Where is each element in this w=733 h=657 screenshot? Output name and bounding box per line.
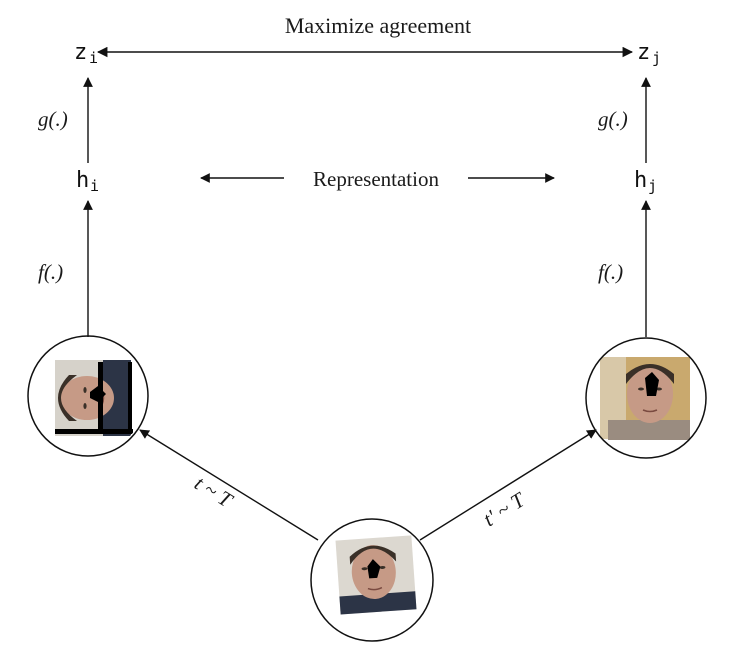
f-label-right: f(.) bbox=[598, 260, 623, 284]
image-circle-bottom bbox=[310, 518, 434, 642]
z-j-label: z j bbox=[637, 40, 661, 67]
svg-text:z: z bbox=[74, 40, 87, 65]
g-label-right: g(.) bbox=[598, 107, 628, 131]
svg-text:j: j bbox=[652, 49, 661, 67]
augmented-image-left bbox=[55, 360, 133, 436]
svg-text:j: j bbox=[648, 177, 657, 195]
augmentation-arrow-right bbox=[419, 429, 597, 541]
h-j-label: h j bbox=[634, 168, 657, 195]
representation-label: Representation bbox=[313, 167, 439, 191]
svg-text:h: h bbox=[76, 168, 89, 193]
maximize-agreement-label: Maximize agreement bbox=[285, 13, 471, 38]
svg-text:i: i bbox=[89, 49, 98, 67]
f-label-left: f(.) bbox=[38, 260, 63, 284]
augmentation-arrow-left bbox=[139, 429, 319, 541]
augmentation-label-left: t ~ T bbox=[190, 471, 237, 513]
svg-text:h: h bbox=[634, 168, 647, 193]
original-image-bottom bbox=[335, 535, 417, 615]
svg-text:z: z bbox=[637, 40, 650, 65]
g-label-left: g(.) bbox=[38, 107, 68, 131]
svg-text:i: i bbox=[90, 177, 99, 195]
augmented-image-right bbox=[600, 357, 690, 440]
z-i-label: z i bbox=[74, 40, 98, 67]
image-circle-left bbox=[27, 335, 149, 457]
h-i-label: h i bbox=[76, 168, 99, 195]
image-circle-right bbox=[585, 337, 707, 459]
augmentation-label-right: t' ~ T bbox=[479, 487, 530, 531]
